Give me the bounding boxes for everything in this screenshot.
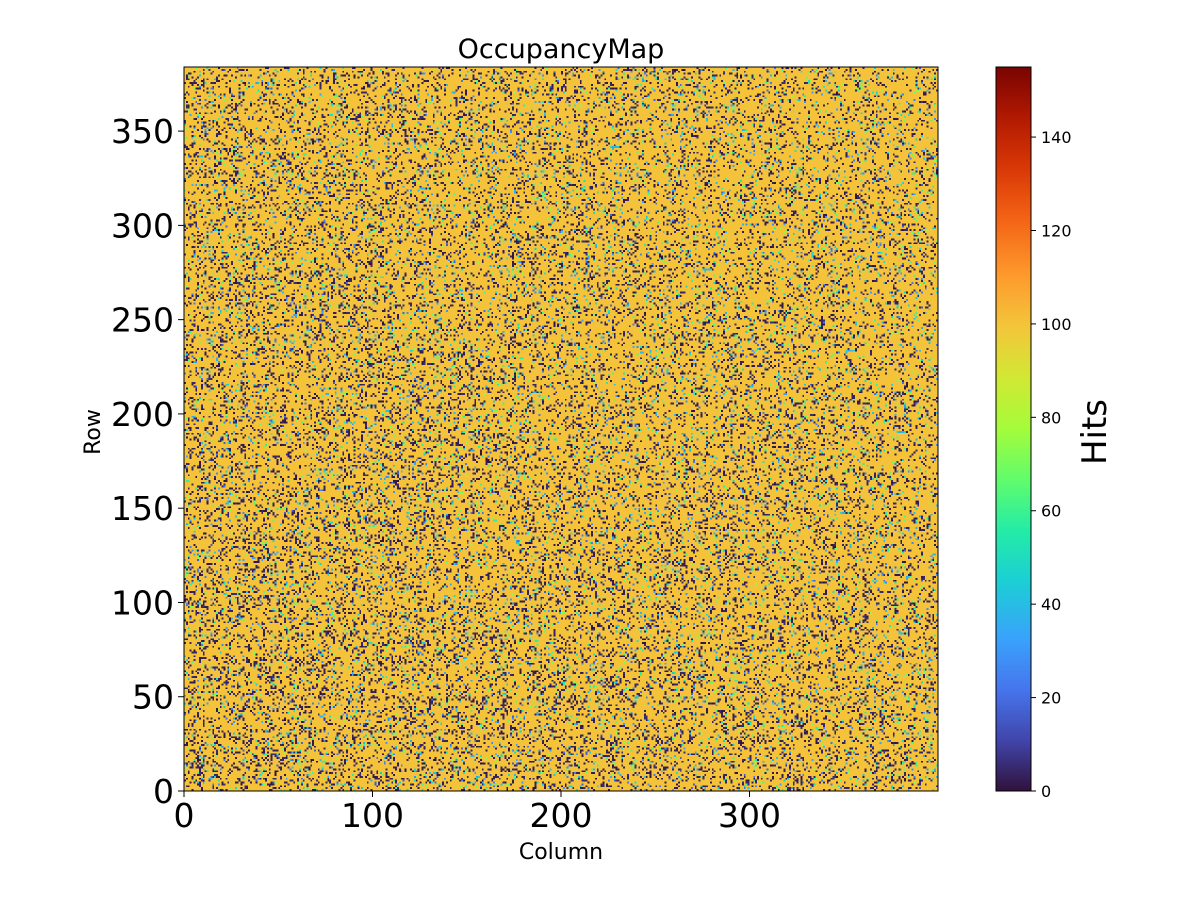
- colorbar: 0 20 40 60 80 100 120 140 Hits: [995, 66, 1115, 801]
- y-tick-label: 100: [111, 583, 174, 622]
- y-tick-label: 300: [111, 206, 174, 245]
- heatmap-plot-area: [183, 66, 939, 792]
- colorbar-tick-label: 100: [1041, 315, 1072, 334]
- colorbar-tick-label: 20: [1041, 689, 1061, 708]
- colorbar-tick-label: 120: [1041, 221, 1072, 240]
- heatmap-image: [184, 67, 938, 791]
- y-axis: 0 50 100 150 200 250 300 350: [111, 112, 184, 811]
- y-tick-label: 250: [111, 301, 174, 340]
- y-tick-label: 50: [132, 678, 174, 717]
- x-tick-label: 100: [341, 796, 404, 835]
- y-tick-label: 0: [153, 772, 174, 811]
- colorbar-label: Hits: [1075, 399, 1115, 465]
- colorbar-tick-label: 0: [1041, 782, 1051, 801]
- colorbar-tick-label: 40: [1041, 595, 1061, 614]
- x-tick-label: 200: [530, 796, 593, 835]
- colorbar-ticks: 0 20 40 60 80 100 120 140: [1031, 128, 1072, 801]
- x-tick-label: 300: [718, 796, 781, 835]
- x-tick-label: 0: [174, 796, 195, 835]
- y-tick-label: 150: [111, 489, 174, 528]
- y-tick-label: 200: [111, 395, 174, 434]
- y-tick-label: 350: [111, 112, 174, 151]
- x-axis-label: Column: [519, 840, 603, 865]
- colorbar-tick-label: 80: [1041, 408, 1061, 427]
- colorbar-tick-label: 60: [1041, 502, 1061, 521]
- colorbar-tick-label: 140: [1041, 128, 1072, 147]
- y-axis-label: Row: [81, 409, 106, 455]
- x-axis: 0 100 200 300: [174, 791, 781, 835]
- colorbar-gradient: [995, 66, 1032, 792]
- heatmap-image-container: [184, 67, 938, 791]
- chart-title: OccupancyMap: [458, 34, 665, 65]
